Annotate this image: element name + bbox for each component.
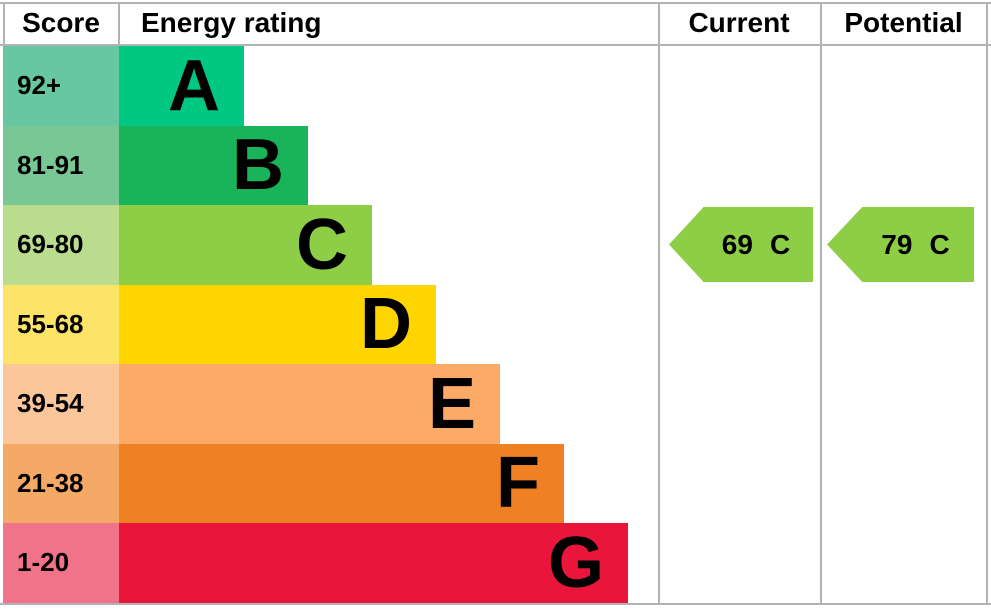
- score-range-cell: 92+: [3, 46, 119, 126]
- current-rating-band: C: [769, 228, 791, 260]
- score-range-label: 1-20: [17, 547, 70, 578]
- band-letter: B: [232, 125, 284, 206]
- band-row-e: 39-54 E: [0, 364, 991, 444]
- score-range-cell: 69-80: [3, 205, 119, 285]
- score-column-header: Score: [22, 7, 100, 38]
- band-bar: A: [119, 46, 244, 126]
- band-rows: 92+ A 81-91 B 69-80 C 55-68 D 39-54 E 21-38 F 1-20 G: [0, 46, 991, 603]
- current-rating-score: 69: [721, 228, 753, 260]
- band-row-g: 1-20 G: [0, 523, 991, 603]
- score-range-cell: 1-20: [3, 523, 119, 603]
- current-column-divider-line: [657, 2, 660, 603]
- score-range-cell: 81-91: [3, 125, 119, 205]
- right-border-line: [986, 2, 988, 603]
- band-letter: D: [360, 284, 412, 365]
- band-letter: E: [427, 363, 476, 444]
- band-row-f: 21-38 F: [0, 443, 991, 524]
- band-letter: G: [547, 522, 604, 603]
- potential-rating-band: C: [929, 228, 950, 260]
- potential-rating-arrow: 79 C: [827, 207, 974, 282]
- score-range-cell: 21-38: [3, 443, 119, 523]
- energy-rating-column-header: Energy rating: [141, 7, 322, 38]
- score-range-label: 92+: [17, 70, 62, 101]
- band-row-b: 81-91 B: [0, 125, 991, 206]
- bottom-border-line: [0, 602, 991, 605]
- score-range-label: 69-80: [17, 229, 84, 260]
- band-row-a: 92+ A: [0, 46, 991, 126]
- band-bar: F: [119, 443, 564, 524]
- band-bar: G: [119, 523, 628, 603]
- band-letter: A: [168, 45, 220, 126]
- band-bar: B: [119, 125, 308, 206]
- band-bar: D: [119, 284, 436, 365]
- band-letter: F: [496, 443, 540, 524]
- potential-column-header: Potential: [844, 7, 963, 38]
- score-column-divider-line: [117, 2, 120, 44]
- score-range-label: 21-38: [17, 467, 84, 498]
- potential-rating-score: 79: [881, 228, 913, 260]
- band-row-d: 55-68 D: [0, 284, 991, 365]
- score-range-label: 55-68: [17, 308, 84, 339]
- band-letter: C: [296, 204, 348, 285]
- score-range-label: 81-91: [17, 149, 84, 180]
- potential-column-divider-line: [819, 2, 822, 603]
- current-rating-arrow: 69 C: [669, 207, 813, 282]
- score-range-label: 39-54: [17, 388, 84, 419]
- current-column-header: Current: [688, 7, 790, 38]
- score-range-cell: 39-54: [3, 364, 119, 444]
- header-left-border-line: [3, 2, 5, 44]
- band-row-c: 69-80 C: [0, 205, 991, 285]
- band-bar: C: [119, 205, 372, 285]
- score-range-cell: 55-68: [3, 284, 119, 364]
- top-border-line: [0, 1, 991, 4]
- header-divider-line: [0, 43, 991, 46]
- band-bar: E: [119, 364, 500, 444]
